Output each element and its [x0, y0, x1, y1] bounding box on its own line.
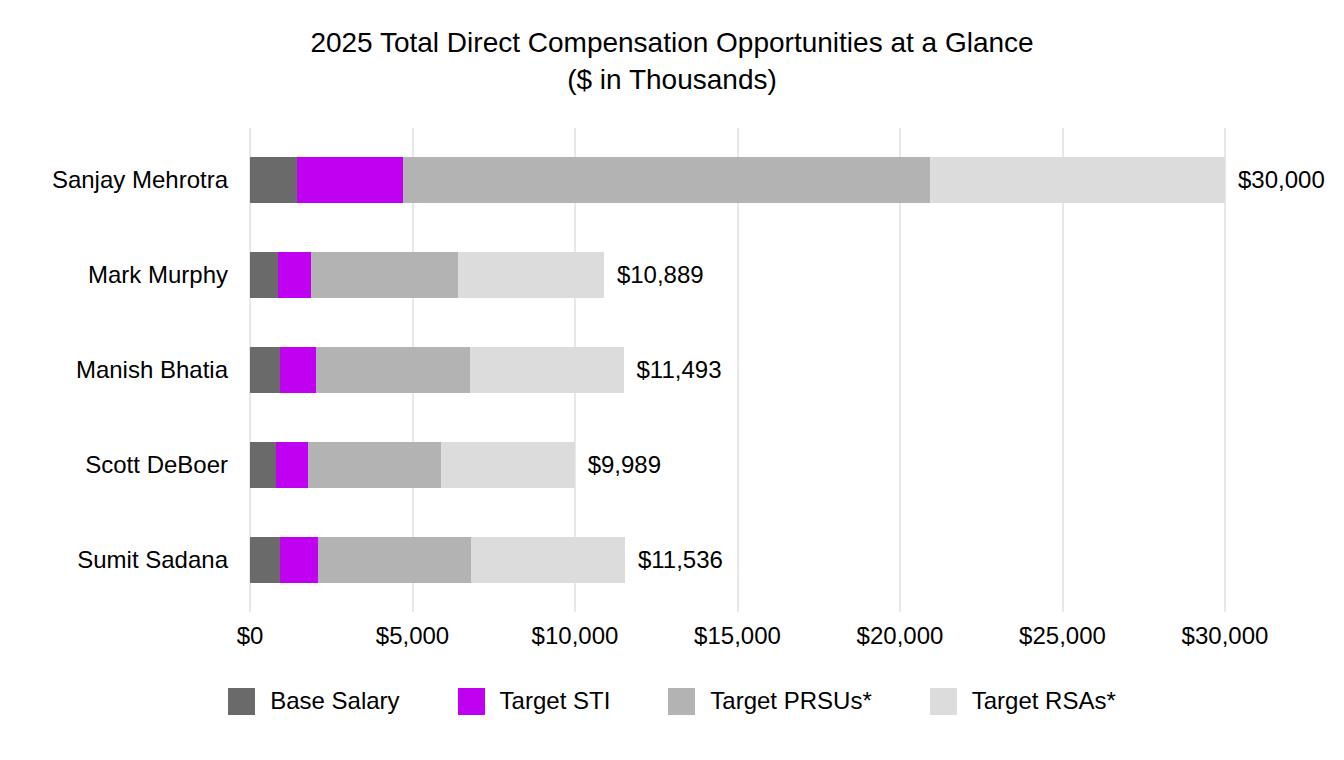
bar-total-label: $30,000 [1238, 166, 1325, 194]
row-label: Sumit Sadana [0, 546, 228, 574]
row-label: Mark Murphy [0, 261, 228, 289]
legend-swatch [228, 688, 255, 715]
bar-segment-base-salary [250, 157, 297, 203]
bar [250, 347, 624, 393]
bar-segment-target-prsus [308, 442, 441, 488]
bar-segment-target-rsas [470, 347, 624, 393]
legend-swatch [668, 688, 695, 715]
x-axis-tick-label: $30,000 [1182, 622, 1269, 650]
legend-item: Target PRSUs* [668, 687, 871, 715]
row-label: Manish Bhatia [0, 356, 228, 384]
bar-segment-target-sti [280, 347, 316, 393]
bar-segment-target-prsus [316, 347, 470, 393]
compensation-chart: 2025 Total Direct Compensation Opportuni… [0, 0, 1344, 760]
bar-segment-target-sti [280, 537, 318, 583]
legend-swatch [458, 688, 485, 715]
bar-segment-base-salary [250, 537, 280, 583]
x-axis-tick-label: $15,000 [694, 622, 781, 650]
legend-label: Target STI [500, 687, 611, 715]
bar-segment-target-sti [278, 252, 311, 298]
bar-segment-target-prsus [311, 252, 457, 298]
bar-segment-target-prsus [403, 157, 930, 203]
x-axis-tick-label: $25,000 [1019, 622, 1106, 650]
bar-total-label: $11,536 [638, 546, 723, 574]
bar [250, 157, 1225, 203]
row-label: Scott DeBoer [0, 451, 228, 479]
bar-segment-target-prsus [318, 537, 471, 583]
x-axis-tick-label: $0 [237, 622, 264, 650]
bar-segment-base-salary [250, 252, 278, 298]
legend-label: Target PRSUs* [710, 687, 871, 715]
bar-segment-target-rsas [930, 157, 1225, 203]
bar-total-label: $10,889 [617, 261, 704, 289]
bar-segment-target-sti [276, 442, 308, 488]
legend: Base Salary Target STI Target PRSUs* Target… [0, 684, 1344, 718]
bar [250, 537, 625, 583]
legend-label: Target RSAs* [972, 687, 1116, 715]
bar-total-label: $11,493 [637, 356, 722, 384]
x-axis-tick-label: $5,000 [376, 622, 449, 650]
row-label: Sanjay Mehrotra [0, 166, 228, 194]
legend-item: Base Salary [228, 687, 399, 715]
legend-item: Target RSAs* [930, 687, 1116, 715]
plot-area: Sanjay Mehrotra $30,000 Mark Murphy $10,889… [0, 0, 1344, 760]
bar-segment-target-rsas [458, 252, 604, 298]
x-axis-tick-label: $10,000 [532, 622, 619, 650]
bar-segment-base-salary [250, 442, 276, 488]
bar-segment-target-rsas [471, 537, 624, 583]
legend-swatch [930, 688, 957, 715]
bar-total-label: $9,989 [588, 451, 661, 479]
bar [250, 442, 575, 488]
legend-label: Base Salary [270, 687, 399, 715]
x-axis-tick-label: $20,000 [857, 622, 944, 650]
bar-segment-target-rsas [441, 442, 574, 488]
legend-item: Target STI [458, 687, 611, 715]
bar [250, 252, 604, 298]
bar-segment-base-salary [250, 347, 280, 393]
bar-segment-target-sti [297, 157, 403, 203]
